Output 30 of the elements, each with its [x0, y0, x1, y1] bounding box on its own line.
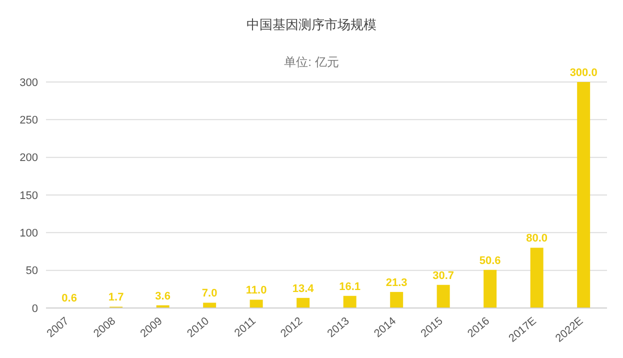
bar — [250, 300, 263, 308]
bar — [436, 284, 450, 308]
data-label: 30.7 — [432, 270, 454, 282]
bar — [296, 298, 310, 308]
bar — [390, 292, 404, 308]
bar — [203, 302, 216, 308]
data-label: 3.6 — [155, 290, 170, 302]
bar — [577, 82, 590, 308]
y-tick-label: 250 — [20, 114, 38, 127]
data-label: 7.0 — [202, 288, 218, 300]
bar — [343, 296, 356, 308]
data-label: 13.4 — [292, 282, 315, 295]
data-label: 0.6 — [62, 292, 77, 305]
chart-title: 中国基因测序市场规模 — [246, 16, 378, 34]
data-label: 16.1 — [339, 280, 361, 293]
data-label: 21.3 — [386, 276, 408, 289]
y-tick-label: 200 — [20, 152, 38, 164]
data-label: 80.0 — [526, 232, 548, 245]
y-tick-label: 50 — [26, 265, 38, 278]
chart-subtitle: 单位: 亿元 — [284, 55, 339, 69]
data-label: 1.7 — [108, 292, 124, 304]
y-tick-label: 100 — [20, 228, 38, 240]
data-label: 11.0 — [246, 284, 267, 297]
data-label: 50.6 — [479, 254, 501, 267]
data-label: 300.0 — [570, 67, 598, 79]
bar — [530, 248, 544, 308]
y-tick-label: 0 — [32, 302, 38, 315]
y-tick-label: 150 — [20, 190, 38, 202]
y-tick-label: 300 — [20, 76, 38, 89]
bar — [484, 270, 497, 308]
